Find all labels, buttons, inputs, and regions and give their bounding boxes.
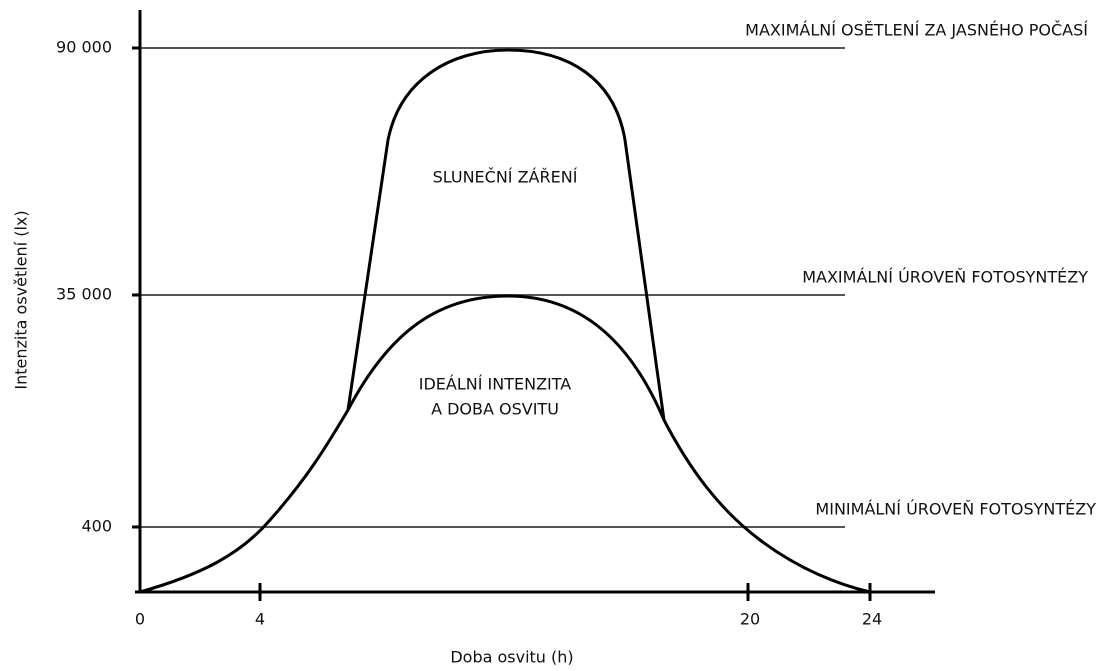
x-tick-label: 20 <box>740 610 760 629</box>
y-tick-label: 35 000 <box>56 285 112 304</box>
x-tick-label: 4 <box>255 610 265 629</box>
solar-curve <box>346 48 666 421</box>
y-axis-label: Intenzita osvětlení (lx) <box>12 210 31 389</box>
level-label: MAXIMÁLNÍ ÚROVEŇ FOTOSYNTÉZY <box>802 268 1088 287</box>
x-axis-label: Doba osvitu (h) <box>450 648 573 667</box>
level-label: MINIMÁLNÍ ÚROVEŇ FOTOSYNTÉZY <box>815 500 1096 519</box>
y-tick-label: 90 000 <box>56 38 112 57</box>
x-tick-label: 0 <box>135 610 145 629</box>
y-tick-label: 400 <box>81 517 112 536</box>
region-label: SLUNEČNÍ ZÁŘENÍ <box>433 168 578 187</box>
region-label: IDEÁLNÍ INTENZITA <box>419 375 572 394</box>
tick-marks <box>132 46 872 601</box>
region-label: A DOBA OSVITU <box>431 400 559 419</box>
level-label: MAXIMÁLNÍ OSĚTLENÍ ZA JASNÉHO POČASÍ <box>745 21 1088 40</box>
x-tick-label: 24 <box>862 610 882 629</box>
ideal-curve <box>139 294 871 594</box>
axes <box>135 10 935 594</box>
